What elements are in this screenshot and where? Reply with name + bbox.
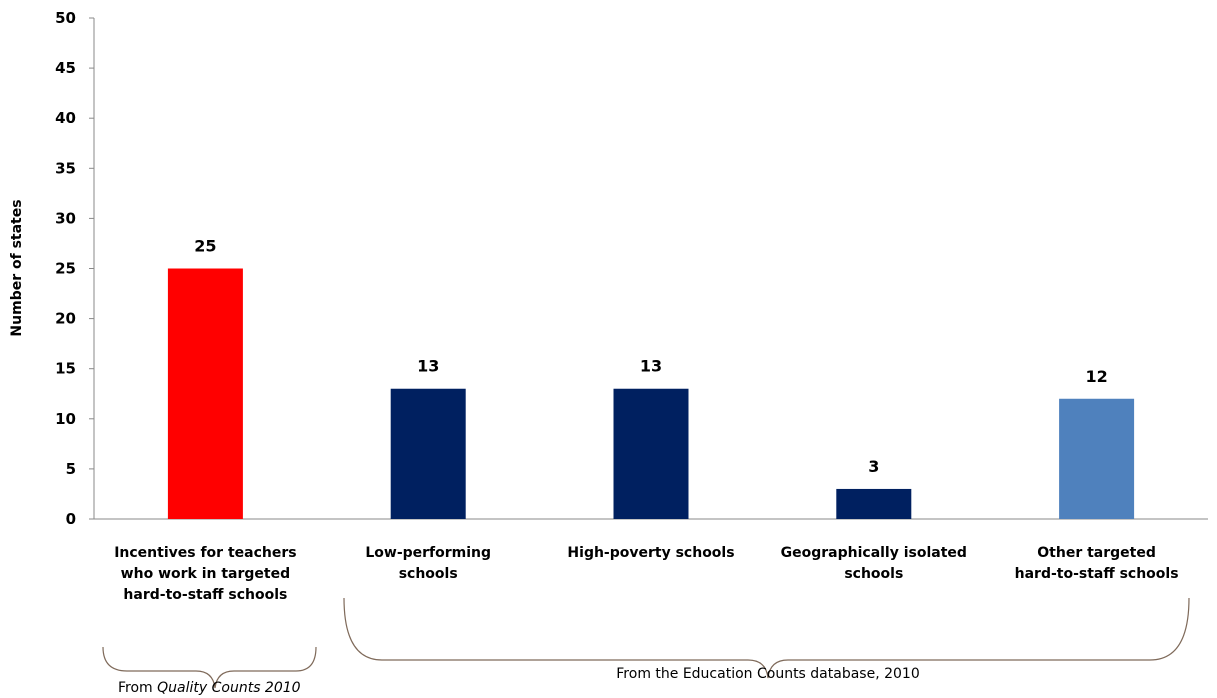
category-label-line: who work in targeted <box>121 566 290 582</box>
source-quality-counts: From Quality Counts 2010 <box>118 680 301 696</box>
y-tick-label: 50 <box>55 9 76 27</box>
brace-quality-counts <box>102 646 317 689</box>
data-label: 13 <box>417 357 439 376</box>
category-label-line: Geographically isolated <box>781 545 967 561</box>
category-label: Low-performing schools <box>365 545 491 582</box>
y-tick-label: 45 <box>55 59 76 77</box>
bars <box>167 268 1135 519</box>
data-label: 13 <box>640 357 662 376</box>
category-label: Incentives for teachers who work in targe… <box>114 545 296 603</box>
category-label: Other targeted hard-to-staff schools <box>1015 545 1179 582</box>
category-label-line: hard-to-staff schools <box>123 587 287 603</box>
bar <box>390 388 466 519</box>
y-axis-label: Number of states <box>9 199 25 336</box>
y-tick-label: 40 <box>55 109 76 127</box>
category-label-line: schools <box>399 566 458 582</box>
y-ticks: 0 5 10 15 20 25 30 35 40 45 50 <box>55 9 94 528</box>
category-label: Geographically isolated schools <box>781 545 967 582</box>
category-label-line: Incentives for teachers <box>114 545 296 561</box>
data-label: 3 <box>868 457 879 476</box>
category-label-line: schools <box>844 566 903 582</box>
value-labels: 25 13 13 3 12 <box>194 237 1107 476</box>
y-tick-label: 35 <box>55 159 76 177</box>
y-tick-label: 20 <box>55 310 76 328</box>
category-label-line: Other targeted <box>1037 545 1156 561</box>
category-label-line: hard-to-staff schools <box>1015 566 1179 582</box>
category-label-line: Low-performing <box>365 545 491 561</box>
bar <box>1059 398 1135 519</box>
y-tick-label: 0 <box>66 510 76 528</box>
category-label: High-poverty schools <box>567 545 734 561</box>
bar <box>613 388 689 519</box>
y-tick-label: 30 <box>55 209 76 227</box>
data-label: 25 <box>194 237 216 256</box>
bar <box>167 268 243 519</box>
y-tick-label: 10 <box>55 410 76 428</box>
y-tick-label: 25 <box>55 260 76 278</box>
category-labels: Incentives for teachers who work in targe… <box>114 545 1178 603</box>
bar <box>836 488 912 519</box>
brace-education-counts <box>343 597 1190 679</box>
data-label: 12 <box>1085 367 1107 386</box>
y-tick-label: 5 <box>66 460 76 478</box>
source-education-counts: From the Education Counts database, 2010 <box>616 666 919 682</box>
category-label-line: High-poverty schools <box>567 545 734 561</box>
y-tick-label: 15 <box>55 360 76 378</box>
